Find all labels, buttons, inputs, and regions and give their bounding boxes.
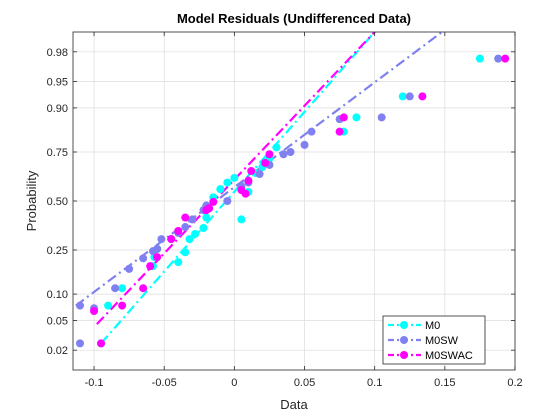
data-point-m0sw: [181, 223, 190, 232]
chart-title: Model Residuals (Undifferenced Data): [177, 11, 411, 26]
legend-marker: [400, 351, 408, 359]
data-point-m0sw: [76, 301, 85, 310]
y-tick-label: 0.10: [47, 289, 68, 301]
data-point-m0: [104, 301, 113, 310]
data-point-m0swac: [181, 213, 190, 222]
data-point-m0: [398, 92, 407, 101]
data-point-m0swac: [209, 197, 218, 206]
data-point-m0sw: [300, 140, 309, 149]
x-tick-label: 0.05: [294, 377, 315, 389]
x-tick-label: 0.1: [367, 377, 382, 389]
data-point-m0swac: [205, 204, 214, 213]
data-point-m0sw: [223, 197, 232, 205]
data-point-m0: [174, 258, 183, 267]
y-tick-label: 0.95: [47, 77, 68, 89]
legend-marker: [400, 336, 408, 344]
data-point-m0swac: [241, 189, 250, 198]
legend-marker: [400, 321, 408, 329]
y-tick-label: 0.05: [47, 315, 68, 327]
data-point-m0swac: [339, 113, 348, 122]
data-point-m0: [475, 54, 484, 63]
data-point-m0sw: [405, 92, 414, 101]
data-point-m0sw: [286, 148, 295, 157]
data-point-m0swac: [90, 306, 99, 315]
data-point-m0swac: [174, 226, 183, 235]
legend-item-m0: M0: [388, 320, 440, 332]
data-point-m0: [237, 215, 246, 224]
data-point-m0swac: [167, 235, 176, 244]
data-point-m0sw: [153, 244, 162, 253]
x-axis-label: Data: [280, 397, 308, 412]
y-tick-label: 0.25: [47, 245, 68, 257]
data-point-m0: [181, 248, 190, 257]
data-point-m0: [223, 178, 232, 187]
data-point-m0sw: [157, 235, 166, 244]
data-point-m0sw: [279, 150, 288, 159]
y-tick-label: 0.02: [47, 345, 68, 357]
data-point-m0: [202, 213, 211, 222]
data-point-m0: [216, 185, 225, 194]
data-point-m0: [230, 173, 239, 182]
data-point-m0swac: [153, 253, 162, 262]
data-point-m0sw: [377, 113, 386, 122]
data-point-m0sw: [139, 254, 148, 263]
grid: [73, 32, 516, 370]
data-point-m0sw: [76, 339, 85, 348]
legend-label: M0: [425, 320, 440, 332]
data-point-m0swac: [418, 92, 427, 101]
data-point-m0swac: [501, 54, 510, 63]
data-point-m0swac: [97, 339, 106, 348]
data-point-m0swac: [335, 127, 344, 136]
data-point-m0: [191, 229, 200, 238]
data-point-m0sw: [255, 169, 264, 178]
series-layer: [75, 32, 510, 348]
data-point-m0swac: [146, 262, 155, 271]
y-axis-label: Probability: [24, 170, 39, 231]
x-tick-label: 0.2: [507, 377, 522, 389]
x-tick-label: 0.15: [434, 377, 455, 389]
data-point-m0sw: [125, 264, 134, 273]
legend-label: M0SW: [425, 335, 459, 347]
data-point-m0swac: [244, 176, 253, 185]
y-tick-label: 0.75: [47, 147, 68, 159]
data-point-m0sw: [188, 215, 197, 224]
y-tick-label: 0.98: [47, 47, 68, 59]
data-point-m0sw: [111, 284, 120, 293]
data-point-m0swac: [139, 284, 148, 293]
data-point-m0sw: [494, 54, 503, 63]
y-tick-label: 0.90: [47, 103, 68, 115]
data-point-m0: [185, 235, 194, 244]
x-tick-label: 0: [231, 377, 237, 389]
data-point-m0swac: [247, 167, 256, 176]
data-point-m0: [118, 284, 127, 293]
legend-item-m0swac: M0SWAC: [388, 350, 473, 362]
data-point-m0swac: [265, 150, 274, 159]
data-point-m0: [272, 143, 281, 152]
data-point-m0: [199, 224, 208, 233]
legend-item-m0sw: M0SW: [388, 335, 459, 347]
legend-label: M0SWAC: [425, 350, 473, 362]
data-point-m0swac: [261, 158, 270, 167]
data-point-m0: [352, 113, 361, 122]
legend: M0 M0SW M0SWAC: [382, 315, 486, 365]
data-point-m0swac: [118, 301, 127, 310]
data-point-m0sw: [307, 127, 316, 136]
x-tick-label: -0.05: [152, 377, 177, 389]
x-tick-label: -0.1: [85, 377, 104, 389]
y-tick-label: 0.50: [47, 196, 68, 208]
